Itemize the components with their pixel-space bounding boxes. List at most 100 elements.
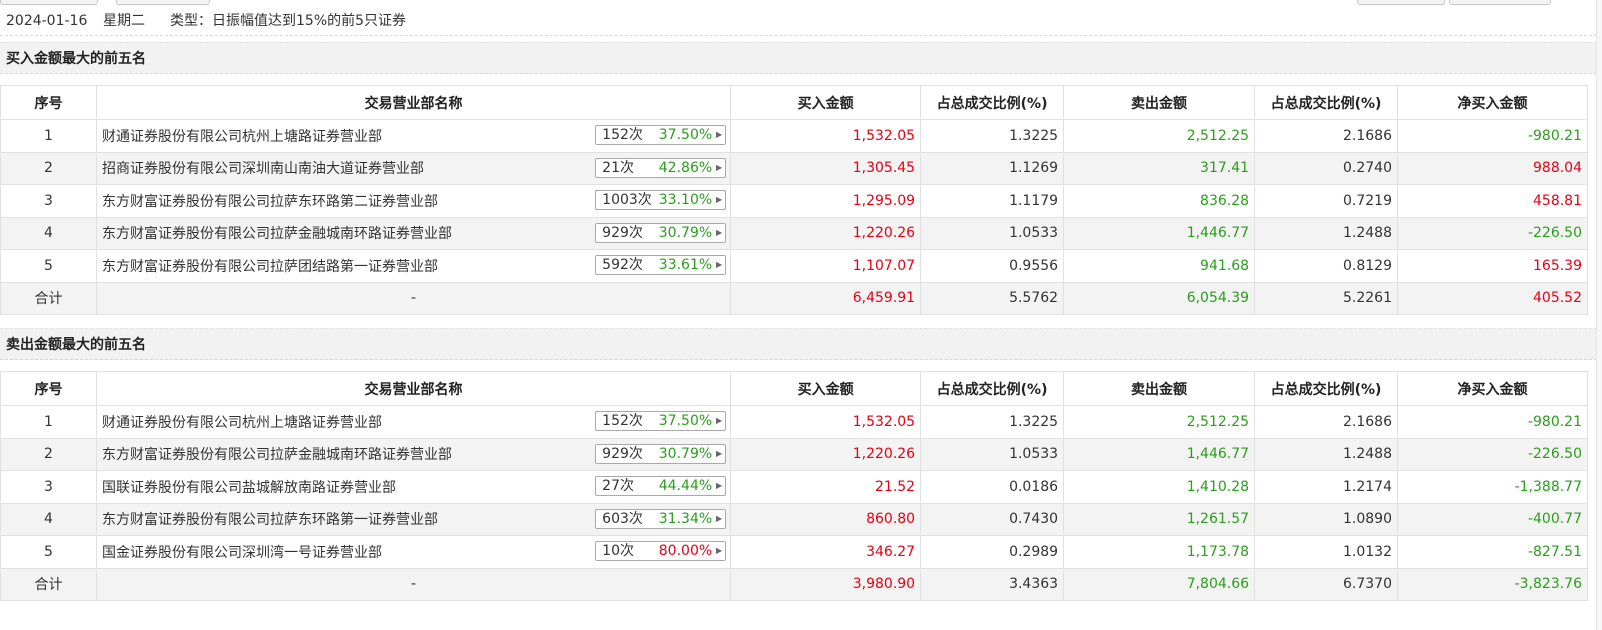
table-row: 5 国金证券股份有限公司深圳湾一号证券营业部 10次 80.00% ▶ 346.27 0.2…	[0, 535, 1588, 569]
col-header-sell-pct: 占总成交比例(%)	[1254, 85, 1398, 120]
listing-count: 152次	[602, 127, 643, 143]
info-weekday: 星期二	[103, 13, 145, 29]
table-row: 3 国联证券股份有限公司盐城解放南路证券营业部 27次 44.44% ▶ 21.52 0.0…	[0, 470, 1588, 504]
buy-ratio: 1.3225	[920, 119, 1065, 153]
row-index: 3	[0, 470, 97, 504]
sell-amount: 1,173.78	[1063, 535, 1256, 569]
col-header-broker: 交易营业部名称	[95, 371, 732, 406]
broker-stats-button[interactable]: 929次 30.79% ▶	[595, 222, 727, 243]
win-rate: 30.79%	[658, 224, 713, 241]
broker-stats-button[interactable]: 603次 31.34% ▶	[595, 508, 727, 529]
buy-amount: 1,107.07	[730, 249, 922, 283]
row-index: 4	[0, 502, 97, 536]
table-row: 4 东方财富证券股份有限公司拉萨金融城南环路证券营业部 929次 30.79% ▶ 1,2…	[0, 216, 1588, 250]
sell-ratio: 1.2174	[1254, 470, 1398, 504]
broker-name[interactable]: 东方财富证券股份有限公司拉萨团结路第一证券营业部	[101, 258, 438, 275]
sell-ratio: 1.2488	[1254, 437, 1398, 471]
listing-count: 10次	[602, 543, 634, 559]
win-rate: 33.10%	[658, 192, 713, 208]
buy-amount: 21.52	[730, 470, 922, 504]
total-name: -	[95, 567, 732, 601]
listing-count: 27次	[602, 478, 634, 494]
total-sell: 6,054.39	[1063, 281, 1256, 315]
total-label: 合计	[0, 567, 97, 601]
table-row: 1 财通证券股份有限公司杭州上塘路证券营业部 152次 37.50% ▶ 1,532.05…	[0, 405, 1588, 439]
row-index: 5	[0, 249, 97, 283]
broker-stats-button[interactable]: 929次 30.79% ▶	[595, 443, 727, 464]
win-rate: 37.50%	[658, 127, 713, 143]
caret-right-icon: ▶	[716, 260, 723, 269]
net-buy-amount: 988.04	[1397, 151, 1588, 185]
row-index: 3	[0, 184, 97, 218]
buy-ratio: 0.2989	[920, 535, 1065, 569]
broker-name[interactable]: 东方财富证券股份有限公司拉萨东环路第二证券营业部	[101, 193, 438, 210]
table-row: 5 东方财富证券股份有限公司拉萨团结路第一证券营业部 592次 33.61% ▶ 1,10…	[0, 249, 1588, 283]
buy-amount: 1,305.45	[730, 151, 922, 185]
sell-amount: 1,446.77	[1063, 216, 1256, 250]
col-header-index: 序号	[0, 85, 97, 120]
broker-name-cell: 财通证券股份有限公司杭州上塘路证券营业部 152次 37.50% ▶	[95, 405, 732, 439]
top-tab-stub	[116, 0, 210, 5]
broker-name-cell: 东方财富证券股份有限公司拉萨金融城南环路证券营业部 929次 30.79% ▶	[95, 437, 732, 471]
broker-name-cell: 国联证券股份有限公司盐城解放南路证券营业部 27次 44.44% ▶	[95, 470, 732, 504]
row-index: 2	[0, 437, 97, 471]
total-label: 合计	[0, 281, 97, 315]
total-buy: 3,980.90	[730, 567, 922, 601]
sell-ratio: 0.8129	[1254, 249, 1398, 283]
sell-ratio: 1.2488	[1254, 216, 1398, 250]
caret-right-icon: ▶	[716, 195, 723, 204]
broker-name[interactable]: 国金证券股份有限公司深圳湾一号证券营业部	[101, 544, 382, 561]
info-bar: 2024-01-16 星期二 类型：日振幅值达到15%的前5只证券	[0, 6, 1602, 36]
broker-name[interactable]: 财通证券股份有限公司杭州上塘路证券营业部	[101, 128, 382, 145]
sell-ratio: 0.2740	[1254, 151, 1398, 185]
win-rate: 31.34%	[658, 510, 713, 527]
broker-stats-button[interactable]: 152次 37.50% ▶	[595, 125, 727, 145]
listing-count: 152次	[602, 413, 643, 429]
caret-right-icon: ▶	[716, 130, 723, 139]
win-rate: 80.00%	[658, 543, 713, 559]
listing-count: 21次	[602, 159, 634, 176]
col-header-broker: 交易营业部名称	[95, 85, 732, 120]
broker-stats-button[interactable]: 27次 44.44% ▶	[595, 476, 727, 496]
broker-name[interactable]: 东方财富证券股份有限公司拉萨金融城南环路证券营业部	[101, 226, 452, 243]
row-index: 2	[0, 151, 97, 185]
broker-name-cell: 招商证券股份有限公司深圳南山南油大道证券营业部 21次 42.86% ▶	[95, 151, 732, 185]
total-sell-ratio: 6.7370	[1254, 567, 1398, 601]
total-buy-ratio: 3.4363	[920, 567, 1065, 601]
sell-ratio: 2.1686	[1254, 119, 1398, 153]
win-rate: 42.86%	[658, 159, 713, 176]
buy-ratio: 0.0186	[920, 470, 1065, 504]
broker-stats-button[interactable]: 152次 37.50% ▶	[595, 411, 727, 431]
win-rate: 33.61%	[658, 257, 713, 273]
col-header-sell: 卖出金额	[1063, 371, 1256, 406]
broker-stats-button[interactable]: 1003次 33.10% ▶	[595, 190, 727, 210]
broker-name[interactable]: 东方财富证券股份有限公司拉萨金融城南环路证券营业部	[101, 447, 452, 464]
sell-ratio: 1.0890	[1254, 502, 1398, 536]
broker-stats-button[interactable]: 21次 42.86% ▶	[595, 157, 727, 178]
win-rate: 30.79%	[658, 445, 713, 462]
sell-amount: 836.28	[1063, 184, 1256, 218]
broker-name-cell: 东方财富证券股份有限公司拉萨东环路第二证券营业部 1003次 33.10% ▶	[95, 184, 732, 218]
broker-stats-button[interactable]: 10次 80.00% ▶	[595, 541, 727, 561]
listing-count: 592次	[602, 257, 643, 273]
table-row: 3 东方财富证券股份有限公司拉萨东环路第二证券营业部 1003次 33.10% ▶ 1,2…	[0, 184, 1588, 218]
caret-right-icon: ▶	[716, 227, 723, 237]
broker-name[interactable]: 财通证券股份有限公司杭州上塘路证券营业部	[101, 414, 382, 431]
broker-name[interactable]: 东方财富证券股份有限公司拉萨东环路第一证券营业部	[101, 512, 438, 529]
broker-name-cell: 财通证券股份有限公司杭州上塘路证券营业部 152次 37.50% ▶	[95, 119, 732, 153]
caret-right-icon: ▶	[716, 481, 723, 490]
broker-name[interactable]: 国联证券股份有限公司盐城解放南路证券营业部	[101, 479, 396, 496]
listing-count: 929次	[602, 445, 643, 462]
listing-count: 929次	[602, 224, 643, 241]
buy-ratio: 1.0533	[920, 437, 1065, 471]
table-body: 1 财通证券股份有限公司杭州上塘路证券营业部 152次 37.50% ▶ 1,532.05…	[0, 119, 1588, 315]
broker-stats-button[interactable]: 592次 33.61% ▶	[595, 255, 727, 275]
scrollbar-track[interactable]	[1596, 0, 1602, 630]
net-buy-amount: 458.81	[1397, 184, 1588, 218]
total-net: -3,823.76	[1397, 567, 1588, 601]
table-header-row: 序号 交易营业部名称 买入金额 占总成交比例(%) 卖出金额 占总成交比例(%)…	[0, 371, 1588, 406]
table-row: 2 东方财富证券股份有限公司拉萨金融城南环路证券营业部 929次 30.79% ▶ 1,2…	[0, 437, 1588, 471]
info-type: 类型：日振幅值达到15%的前5只证券	[170, 13, 407, 29]
col-header-sell: 卖出金额	[1063, 85, 1256, 120]
broker-name[interactable]: 招商证券股份有限公司深圳南山南油大道证券营业部	[101, 161, 424, 178]
